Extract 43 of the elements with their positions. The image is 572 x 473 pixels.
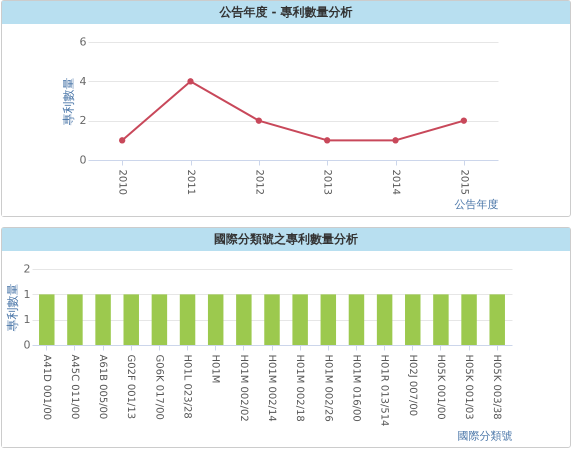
x-axis-title: 國際分類號 [458,429,512,442]
x-tick-label: H01M 002/18 [294,354,306,422]
x-tick-label: 2011 [185,170,196,195]
x-tick-label: H02J 007/00 [406,354,418,416]
x-tick-label: A61B 005/00 [97,354,108,420]
y-tick-label: 2 [24,262,30,276]
x-tick-label: 2015 [458,170,470,195]
y-tick-label: 1 [24,313,30,326]
y-axis-title: 專利數量 [6,284,20,332]
x-tick-label: A41D 001/00 [40,354,52,420]
x-tick-label: H05K 003/38 [491,354,502,420]
x-tick-label: H01M 002/26 [322,354,334,422]
chart-title: 國際分類號之專利數量分析 [2,228,570,251]
y-tick-label: 4 [80,74,86,88]
point [119,137,126,144]
x-tick-label: 2013 [322,170,333,195]
point [256,118,262,124]
y-tick-label: 2 [80,114,86,128]
x-tick-label: H01M 016/00 [350,354,362,422]
x-tick-label: 2012 [253,170,264,195]
x-tick-label: A45C 011/00 [68,354,80,420]
point [187,78,194,84]
x-tick-label: H05K 001/00 [434,354,446,420]
y-tick-label: 0 [24,338,30,352]
y-tick-label: 6 [80,36,86,48]
x-tick-label: H01L 023/28 [182,354,193,419]
x-tick-label: H05K 001/03 [463,354,474,420]
y-tick-label: 1 [24,288,30,301]
point [392,137,399,144]
point [324,137,330,144]
x-tick-label: 2010 [116,170,128,195]
y-axis-title: 專利數量 [62,78,76,126]
x-tick-label: H01M [210,354,221,384]
x-tick-label: H01M 002/14 [266,354,277,422]
x-tick-label: G02F 001/13 [125,354,136,420]
point [460,118,467,124]
x-axis-title: 公告年度 [454,198,498,211]
x-tick-label: G06K 017/00 [153,354,164,420]
chart-title: 公告年度 - 專利數量分析 [2,1,570,24]
x-tick-label: H01M 002/02 [238,354,249,422]
y-tick-label: 0 [80,154,86,166]
x-tick-label: H01R 013/514 [378,354,390,426]
x-tick-label: 2014 [390,170,401,195]
